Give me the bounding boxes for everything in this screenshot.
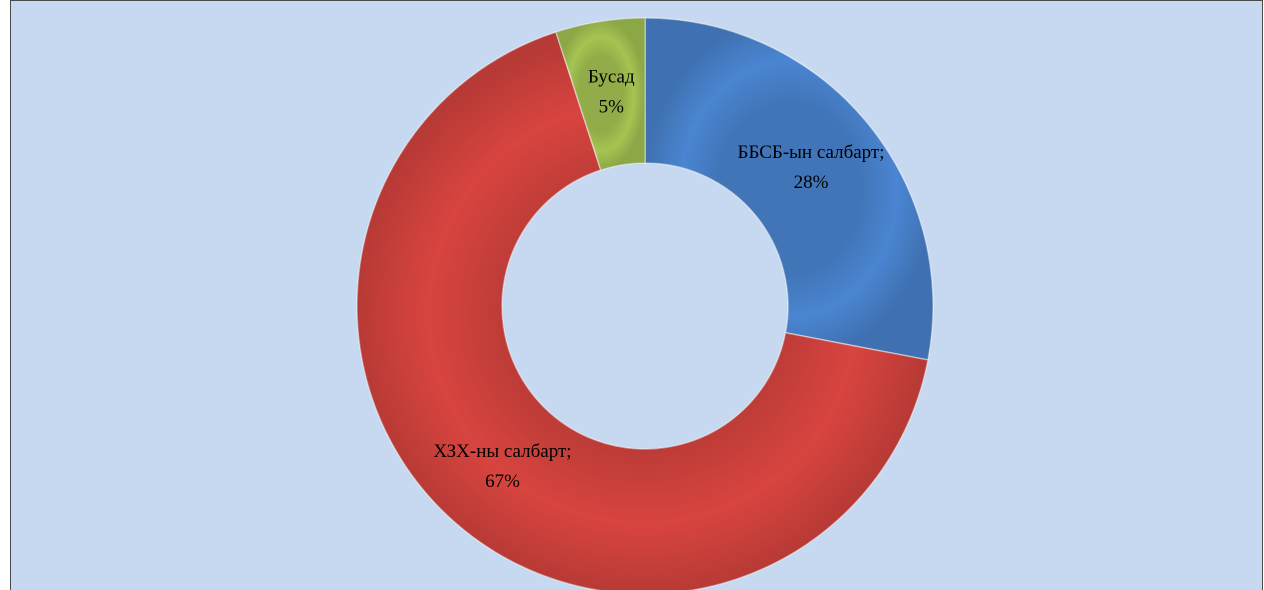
slice-label: ХЗХ-ны салбарт; — [433, 441, 571, 462]
slice-label: ББСБ-ын салбарт; — [738, 142, 885, 163]
slice-value-label: 67% — [485, 471, 520, 492]
slice-label: Бусад — [588, 67, 635, 88]
slice-value-label: 28% — [794, 172, 829, 193]
slice-value-label: 5% — [599, 97, 625, 118]
labels: ББСБ-ын салбарт; 28% ХЗХ-ны салбарт; 67% Бус… — [433, 67, 884, 492]
